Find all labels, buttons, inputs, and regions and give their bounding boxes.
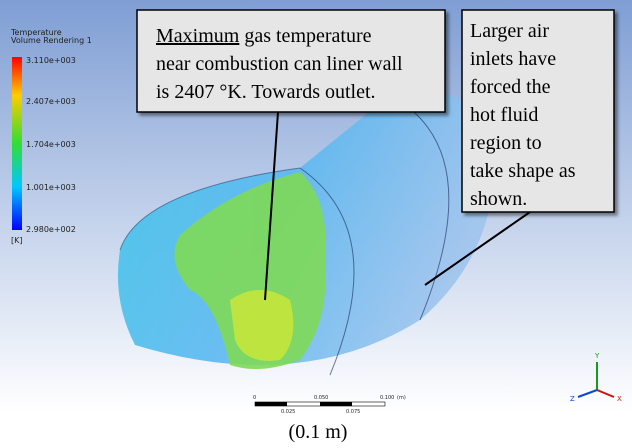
- caption: (0.1 m): [289, 421, 348, 443]
- callout-text: hot fluid: [470, 104, 538, 126]
- scale-unit: (m): [397, 395, 406, 401]
- legend-label: 2.980e+002: [26, 225, 76, 234]
- scale-label: 0.025: [281, 409, 295, 415]
- scale-label: 0.050: [314, 395, 328, 401]
- callout-text: take shape as: [470, 160, 576, 182]
- legend-label: 2.407e+003: [26, 97, 76, 106]
- callout-text: is 2407 °K. Towards outlet.: [156, 81, 376, 103]
- scale-label: 0: [253, 395, 256, 401]
- callout-text: near combustion can liner wall: [156, 53, 403, 75]
- legend-label: 1.001e+003: [26, 183, 76, 192]
- page: {"legend": {"title": "Temperature", "sub…: [0, 0, 632, 448]
- scale-label: 0.075: [346, 409, 360, 415]
- legend-label: 3.110e+003: [26, 56, 76, 65]
- callout-text: inlets have: [470, 48, 556, 70]
- emphasis: Maximum: [156, 25, 240, 47]
- legend-label: 1.704e+003: [26, 140, 76, 149]
- figure: Temperature Volume Rendering 1 3.110e+00…: [0, 0, 632, 448]
- scale-segment: [320, 402, 352, 406]
- axis-label: Y: [594, 352, 600, 360]
- callout-text: Larger air: [470, 20, 549, 42]
- callout-text: forced the: [470, 76, 551, 98]
- scale-label: 0.100: [380, 395, 394, 401]
- axis-label: Z: [570, 395, 575, 403]
- callout-text: shown.: [470, 188, 527, 210]
- legend-unit: [K]: [11, 236, 23, 245]
- legend-subtitle: Volume Rendering 1: [11, 36, 92, 45]
- axis-label: X: [617, 395, 622, 403]
- color-bar: [12, 57, 22, 230]
- callout: Larger air inlets have forced the hot fl…: [462, 10, 614, 212]
- scale-segment: [255, 402, 287, 406]
- callout-text: region to: [470, 132, 542, 154]
- text-span: gas temperature: [244, 25, 371, 47]
